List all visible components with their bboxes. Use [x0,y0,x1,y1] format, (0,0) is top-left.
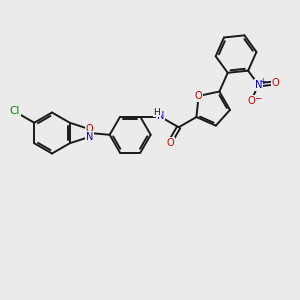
Text: O: O [195,91,203,101]
Text: N: N [85,132,93,142]
Text: O: O [85,124,93,134]
Text: +: + [259,77,266,86]
Text: N: N [157,110,165,121]
Text: O: O [272,78,280,88]
Text: Cl: Cl [9,106,20,116]
Text: H: H [154,107,160,116]
Text: −: − [254,93,261,102]
Text: N: N [255,80,262,90]
Text: O: O [167,138,174,148]
Text: O: O [248,96,255,106]
